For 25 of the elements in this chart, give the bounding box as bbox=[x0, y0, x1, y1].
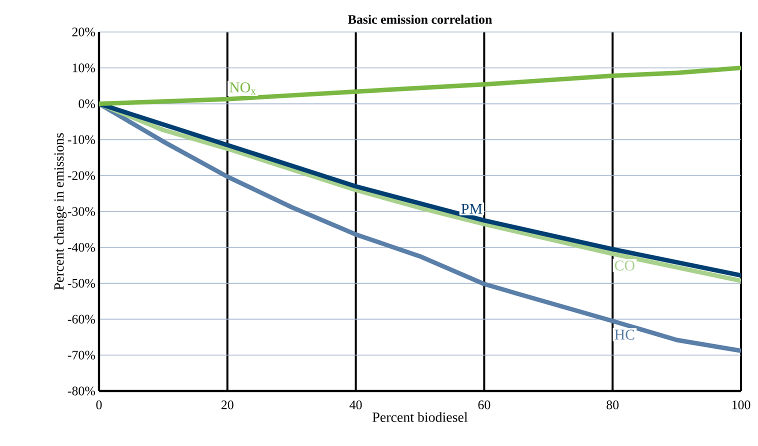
series-label: CO bbox=[614, 260, 634, 271]
line-series bbox=[99, 66, 742, 106]
series-label: HC bbox=[614, 330, 634, 340]
series-label: NO$_{x}$ bbox=[230, 82, 256, 94]
y-tick-label: -30% bbox=[68, 207, 96, 216]
series-label: PM bbox=[461, 204, 482, 214]
x-axis-title: Percent biodiesel bbox=[372, 412, 468, 422]
y-axis-title: Percent change in emissions bbox=[54, 133, 67, 290]
y-tick-label: -40% bbox=[68, 243, 96, 252]
y-tick-label: 20% bbox=[72, 28, 96, 36]
y-tick-label: -70% bbox=[68, 350, 96, 360]
x-tick-label: 100 bbox=[732, 400, 750, 410]
y-tick-label: -20% bbox=[68, 171, 96, 180]
chart-title: Basic emission correlation bbox=[348, 14, 492, 24]
y-tick-label: 0% bbox=[78, 99, 96, 108]
y-tick-label: -80% bbox=[68, 386, 96, 396]
y-tick-label: -60% bbox=[68, 314, 96, 324]
x-tick-label: 60 bbox=[478, 400, 490, 410]
y-tick-label: 10% bbox=[72, 64, 96, 72]
y-tick-label: -50% bbox=[68, 278, 96, 288]
x-tick-label: 0 bbox=[96, 400, 102, 410]
y-tick-label: -10% bbox=[68, 135, 96, 144]
x-tick-label: 20 bbox=[221, 400, 234, 410]
x-tick-label: 40 bbox=[350, 400, 362, 410]
x-tick-label: 80 bbox=[606, 400, 619, 410]
